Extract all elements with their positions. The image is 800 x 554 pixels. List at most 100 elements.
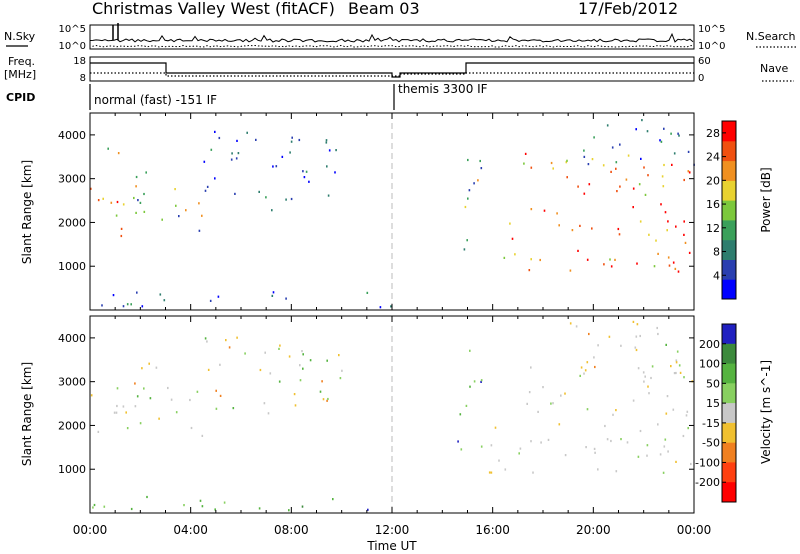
echo-cell (560, 394, 562, 397)
echo-cell (97, 199, 100, 202)
echo-cell (90, 187, 92, 190)
echo-cell (588, 332, 590, 336)
echo-cell (234, 192, 236, 195)
echo-cell (494, 426, 497, 429)
echo-cell (663, 445, 666, 448)
colorbar-segment (722, 121, 736, 142)
x-tick-label: 08:00 (274, 523, 309, 537)
echo-cell (139, 201, 142, 204)
echo-cell (463, 248, 466, 251)
echo-cell (159, 293, 162, 296)
echo-cell (272, 291, 275, 294)
echo-cell (662, 471, 665, 474)
echo-cell (688, 251, 691, 254)
echo-cell (135, 175, 138, 179)
echo-cell (661, 175, 664, 178)
colorbar-segment (722, 239, 736, 260)
time-axis-labels: 00:00 04:00 08:00 12:00 16:00 20:00 00:00 (73, 523, 712, 537)
echo-cell (244, 352, 246, 355)
echo-cell (523, 162, 525, 165)
echo-cell (285, 198, 287, 201)
echo-cell (480, 445, 483, 448)
echo-cell (116, 200, 119, 204)
echo-cell (617, 227, 620, 231)
echo-cell (459, 413, 462, 416)
noise-right-tick-bottom: 10^0 (698, 41, 725, 52)
echo-cell (272, 165, 274, 168)
echo-cell (552, 167, 554, 170)
echo-cell (338, 354, 340, 357)
echo-cell (290, 140, 293, 143)
colorbar-segment (722, 482, 736, 503)
echo-cell (379, 306, 382, 309)
echo-cell (321, 380, 323, 383)
echo-cell (597, 344, 599, 347)
echo-cell (115, 411, 118, 414)
echo-cell (258, 190, 260, 193)
echo-cell (201, 214, 203, 217)
echo-cell (687, 170, 690, 173)
echo-cell (473, 182, 475, 185)
echo-cell (682, 434, 685, 438)
echo-cell (326, 359, 328, 362)
echo-cell (302, 367, 304, 370)
colorbar-segment (722, 160, 736, 181)
echo-cell (504, 468, 507, 471)
echo-cell (530, 440, 532, 443)
echo-cell (299, 364, 301, 367)
echo-cell (291, 136, 293, 139)
echo-cell (190, 426, 193, 430)
echo-cell (530, 366, 532, 369)
echo-cell (632, 399, 635, 402)
echo-cell (467, 158, 469, 162)
echo-cell (683, 233, 685, 236)
echo-cell (639, 429, 642, 433)
echo-cell (683, 178, 685, 182)
echo-cell (550, 402, 552, 405)
echo-cell (309, 359, 312, 362)
echo-cell (488, 471, 491, 474)
echo-cell (606, 438, 609, 441)
power-colorbar-label: Power [dB] (759, 167, 773, 232)
echo-cell (466, 239, 468, 242)
echo-cell (627, 154, 630, 157)
echo-cell (473, 380, 476, 383)
echo-cell (577, 249, 579, 252)
echo-cell (632, 206, 634, 209)
echo-cell (149, 397, 152, 400)
colorbar-segment (722, 279, 736, 300)
colorbar-tick-label: -200 (695, 476, 720, 489)
echo-cell (665, 343, 667, 346)
colorbar-tick-label: 100 (699, 358, 720, 371)
echo-cell (602, 164, 605, 167)
echo-cell (543, 209, 546, 212)
echo-cell (612, 413, 614, 416)
echo-cell (615, 167, 617, 170)
echo-cell (204, 337, 207, 340)
noise-panel: N.Sky 10^5 10^0 10^5 10^0 N.Search (4, 23, 796, 52)
echo-cell (583, 155, 586, 158)
echo-cell (676, 350, 679, 353)
echo-cell (231, 152, 233, 155)
power-x-ticks (89, 113, 695, 310)
echo-cell (215, 407, 218, 410)
echo-cell (666, 395, 669, 398)
echo-cell (137, 199, 139, 202)
x-tick-label: 20:00 (576, 523, 611, 537)
echo-cell (322, 398, 325, 401)
echo-cell (288, 355, 291, 358)
colorbar-segment (722, 403, 736, 424)
echo-cell (518, 452, 520, 455)
echo-cell (265, 196, 267, 199)
echo-cell (662, 185, 665, 188)
colorbar-tick-label: 50 (706, 377, 720, 390)
echo-cell (634, 346, 637, 349)
echo-cell (457, 440, 459, 443)
echo-cell (569, 269, 572, 272)
echo-cell (670, 365, 672, 368)
echo-cell (145, 171, 147, 174)
colorbar-tick-label: -50 (702, 437, 720, 450)
echo-cell (289, 151, 291, 154)
echo-cell (206, 340, 208, 343)
